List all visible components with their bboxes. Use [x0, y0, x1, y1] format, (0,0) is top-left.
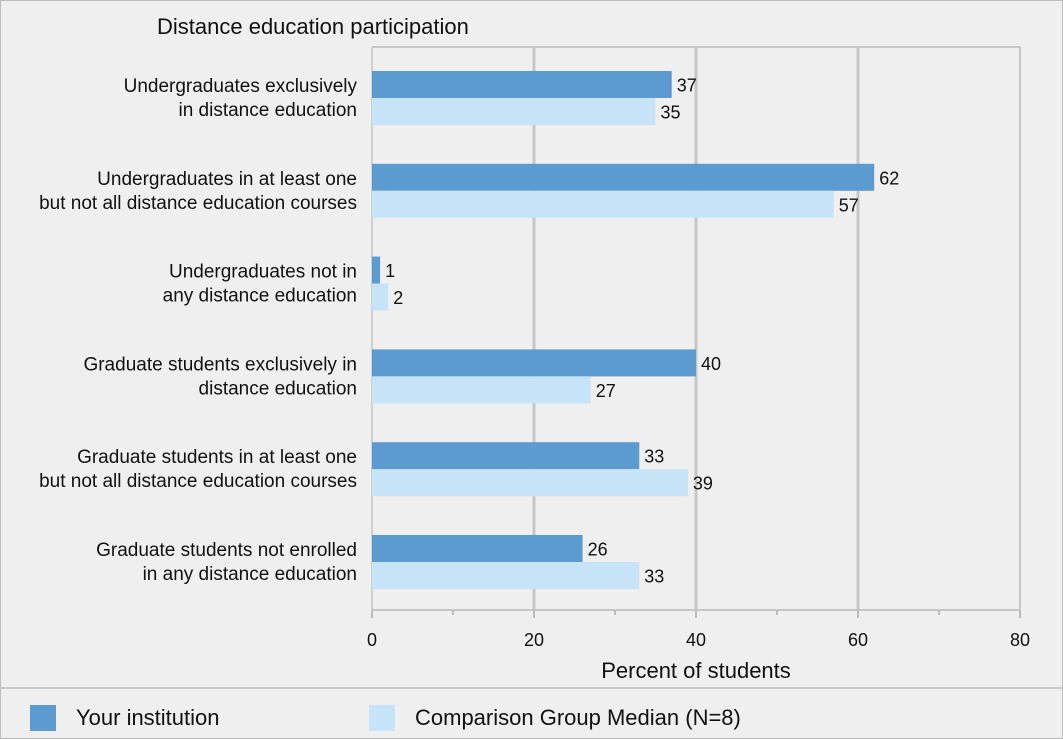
data-label-2-comparison-group: 2	[393, 288, 403, 308]
bar-5-comparison-group	[372, 562, 640, 589]
data-label-3-comparison-group: 27	[596, 381, 616, 401]
bar-0-your-institution	[372, 71, 672, 98]
bar-chart: 0 20 40 60 80 Percent of students 37 35 Undergra…	[39, 46, 1030, 683]
data-label-1-your-institution: 62	[879, 168, 899, 188]
legend-label-comparison-group: Comparison Group Median (N=8)	[415, 705, 741, 730]
category-label-2-line-0: Undergraduates not in	[169, 262, 357, 283]
category-label-0-line-1: in distance education	[178, 100, 357, 121]
data-label-5-comparison-group: 33	[644, 567, 664, 587]
category-label-4-line-1: but not all distance education courses	[39, 471, 357, 492]
data-label-1-comparison-group: 57	[839, 195, 859, 215]
data-label-5-your-institution: 26	[588, 540, 608, 560]
chart-title: Distance education participation	[157, 14, 469, 39]
data-label-0-your-institution: 37	[677, 76, 697, 96]
category-label-1-line-0: Undergraduates in at least one	[97, 169, 357, 190]
category-label-4-line-0: Graduate students in at least one	[77, 447, 357, 468]
data-label-3-your-institution: 40	[701, 354, 721, 374]
legend-item-your-institution: Your institution	[30, 704, 220, 732]
category-label-0-line-0: Undergraduates exclusively	[124, 76, 358, 97]
bar-4-your-institution	[372, 442, 640, 470]
x-tick-label-2: 40	[686, 630, 706, 650]
legend-swatch-your-institution	[30, 705, 56, 731]
category-label-5-line-1: in any distance education	[143, 564, 357, 585]
x-tick-label-3: 60	[848, 630, 868, 650]
data-label-2-your-institution: 1	[385, 261, 395, 281]
bar-1-comparison-group	[372, 190, 834, 218]
bar-3-your-institution	[372, 349, 696, 377]
data-label-0-comparison-group: 35	[661, 103, 681, 123]
category-label-3-line-1: distance education	[199, 378, 357, 399]
category-label-3-line-0: Graduate students exclusively in	[83, 354, 357, 375]
bar-1-your-institution	[372, 163, 875, 191]
x-axis-title: Percent of students	[601, 658, 791, 683]
legend-item-comparison-group: Comparison Group Median (N=8)	[369, 704, 741, 732]
data-label-4-your-institution: 33	[644, 447, 664, 467]
bar-2-your-institution	[372, 256, 381, 284]
bar-3-comparison-group	[372, 376, 591, 404]
x-tick-label-0: 0	[367, 630, 377, 650]
legend-divider	[0, 687, 1063, 689]
category-label-2-line-1: any distance education	[163, 286, 357, 307]
bar-4-comparison-group	[372, 469, 688, 497]
category-label-1-line-1: but not all distance education courses	[39, 193, 357, 214]
category-label-5-line-0: Graduate students not enrolled	[96, 540, 357, 561]
bar-5-your-institution	[372, 535, 583, 562]
legend-label-your-institution: Your institution	[76, 705, 220, 730]
x-tick-label-1: 20	[524, 630, 544, 650]
bar-2-comparison-group	[372, 283, 389, 311]
x-tick-label-4: 80	[1010, 630, 1030, 650]
bar-0-comparison-group	[372, 98, 656, 125]
legend-swatch-comparison-group	[369, 705, 395, 731]
data-label-4-comparison-group: 39	[693, 474, 713, 494]
